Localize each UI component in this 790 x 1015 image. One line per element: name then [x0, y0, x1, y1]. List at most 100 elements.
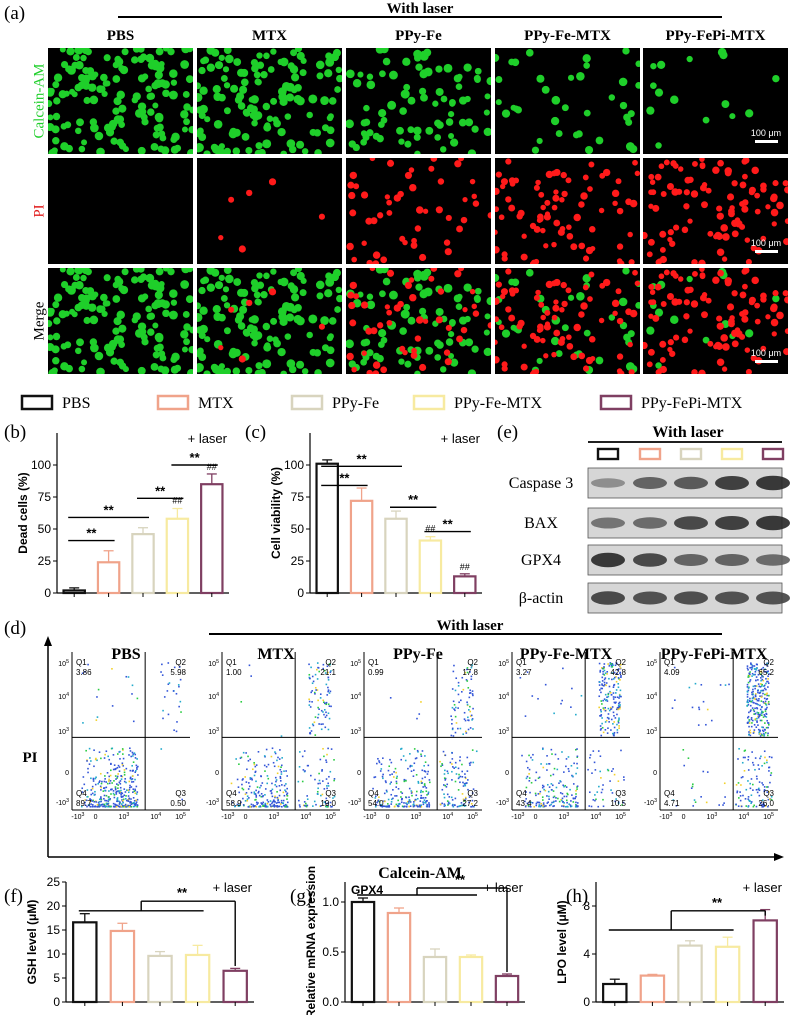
- dead-cell: [404, 171, 413, 179]
- event: [267, 801, 270, 803]
- event: [759, 735, 762, 737]
- dead-cell: [500, 293, 506, 300]
- live-cell: [413, 126, 422, 135]
- event: [285, 804, 288, 807]
- y-tick-label: 103: [646, 727, 657, 736]
- event: [239, 804, 241, 807]
- event: [765, 677, 767, 680]
- event: [95, 757, 97, 760]
- event: [93, 794, 96, 796]
- live-cell: [52, 112, 61, 121]
- event: [85, 799, 88, 802]
- event-dots: [372, 664, 478, 808]
- event: [757, 679, 759, 681]
- q-value: 10.5: [610, 799, 626, 808]
- dead-cell: [409, 183, 417, 192]
- dead-cell: [349, 171, 357, 180]
- y-axis-label: Cell viability (%): [269, 467, 283, 559]
- x-tick-label: -103: [511, 812, 524, 821]
- tick-base: 10: [707, 814, 715, 821]
- event: [322, 723, 324, 725]
- dead-cell: [487, 212, 491, 219]
- blot-band: [756, 554, 790, 566]
- y-tick-label: 75: [291, 490, 305, 504]
- dead-cell: [397, 300, 404, 308]
- live-cell: [321, 344, 329, 352]
- event: [766, 791, 768, 794]
- event: [756, 717, 758, 720]
- event: [604, 721, 607, 723]
- event: [459, 759, 461, 762]
- event: [317, 699, 319, 702]
- cell-dots: [495, 268, 640, 374]
- live-cell: [483, 329, 490, 336]
- event: [136, 805, 139, 808]
- event: [528, 773, 530, 775]
- event: [766, 680, 768, 683]
- dead-cell: [495, 229, 498, 235]
- tick-exp: 4: [358, 692, 361, 698]
- live-cell: [137, 146, 146, 154]
- dead-cell: [726, 303, 735, 311]
- live-cell: [486, 77, 491, 86]
- event: [134, 789, 137, 792]
- dead-cell: [386, 199, 393, 206]
- event: [98, 780, 101, 782]
- y-tick-label: 25: [47, 875, 61, 889]
- event: [471, 719, 473, 721]
- live-cell: [403, 303, 411, 311]
- event: [376, 762, 378, 765]
- bar: [639, 974, 666, 1004]
- dead-cell: [501, 251, 508, 258]
- event: [81, 787, 84, 790]
- live-cell: [256, 281, 265, 289]
- bar: [222, 969, 248, 1004]
- live-cell: [90, 123, 99, 133]
- live-cell: [484, 93, 491, 100]
- event: [766, 697, 769, 700]
- event: [455, 677, 458, 680]
- live-cell: [185, 295, 193, 304]
- dead-cell: [565, 287, 572, 294]
- dead-cell: [372, 370, 380, 374]
- event: [698, 708, 701, 711]
- live-cell: [53, 97, 61, 105]
- dead-cell: [669, 240, 676, 247]
- dead-cell: [559, 197, 565, 203]
- event: [456, 805, 459, 808]
- event: [554, 753, 557, 756]
- live-cell: [379, 290, 386, 298]
- event: [552, 801, 555, 804]
- event: [526, 671, 529, 673]
- event: [332, 797, 334, 799]
- live-cell: [525, 49, 534, 57]
- event: [82, 722, 84, 724]
- dead-cell: [566, 224, 572, 230]
- dead-cell: [238, 355, 246, 363]
- event: [745, 805, 748, 807]
- event: [317, 793, 319, 795]
- panel-label-a: (a): [4, 3, 25, 24]
- dead-cell: [540, 204, 546, 211]
- event: [750, 802, 752, 805]
- live-cell: [72, 54, 80, 61]
- live-cell: [145, 53, 155, 63]
- tick-base: 10: [208, 694, 216, 701]
- dead-cell: [361, 240, 367, 246]
- event: [380, 768, 383, 770]
- event: [543, 788, 545, 791]
- dead-cell: [369, 158, 376, 162]
- event: [605, 719, 608, 722]
- dead-cell: [545, 280, 554, 289]
- significance-mark: **: [155, 483, 166, 498]
- event: [599, 755, 602, 758]
- event: [318, 670, 321, 673]
- x-tick-label: 104: [738, 812, 749, 821]
- dead-cell: [578, 352, 586, 360]
- event: [469, 689, 471, 692]
- event: [601, 676, 604, 679]
- q-value: 19.0: [320, 799, 336, 808]
- event: [621, 804, 623, 806]
- y-tick-label: 25: [291, 554, 305, 568]
- micrograph-background: [48, 158, 193, 264]
